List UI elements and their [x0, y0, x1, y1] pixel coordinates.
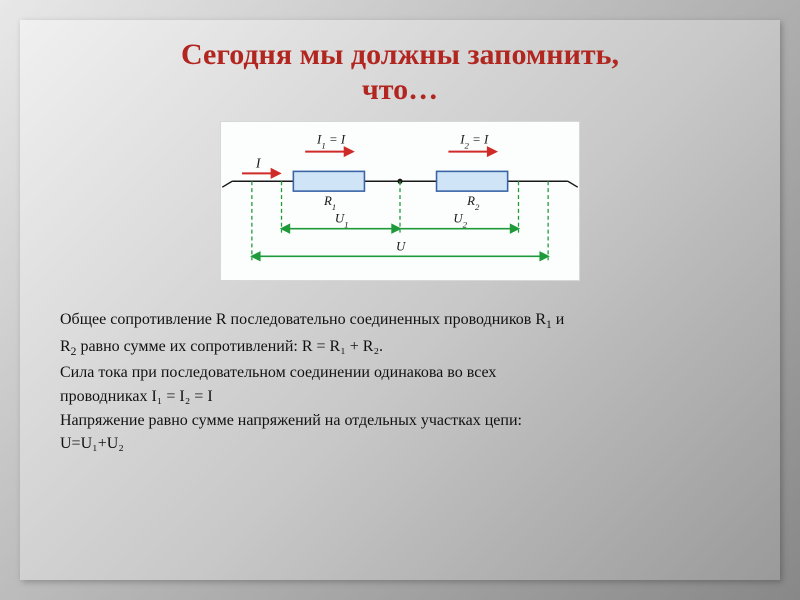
circuit-diagram: I I1 = I I2 = I R1 R2 — [220, 121, 580, 281]
body-line-5: Напряжение равно сумме напряжений на отд… — [60, 410, 740, 432]
body-line-2: R2 равно сумме их сопротивлений: R = R₁ … — [60, 336, 740, 361]
label-U2: U2 — [453, 212, 467, 230]
title-line-2: что… — [60, 73, 740, 108]
label-R1: R1 — [323, 194, 336, 212]
label-U: U — [396, 239, 406, 253]
formula-R: R = R₁ + R₂. — [302, 338, 383, 355]
label-U1: U1 — [335, 212, 349, 230]
label-I2: I2 = I — [459, 133, 489, 151]
body-line-6: U=U₁+U₂ — [60, 433, 740, 455]
body-line-4: проводниках I₁ = I₂ = I — [60, 386, 740, 408]
formula-I: I₁ = I₂ = I — [151, 388, 212, 405]
label-I: I — [255, 155, 262, 170]
body-line-3: Сила тока при последовательном соединени… — [60, 362, 740, 384]
slide: Сегодня мы должны запомнить, что… — [20, 20, 780, 580]
diagram-container: I I1 = I I2 = I R1 R2 — [60, 121, 740, 281]
title-line-1: Сегодня мы должны запомнить, — [60, 38, 740, 73]
label-R2: R2 — [466, 194, 480, 212]
label-I1: I1 = I — [316, 133, 346, 151]
body-line-1: Общее сопротивление R последовательно со… — [60, 309, 740, 334]
body-text: Общее сопротивление R последовательно со… — [60, 309, 740, 455]
slide-title: Сегодня мы должны запомнить, что… — [60, 38, 740, 107]
